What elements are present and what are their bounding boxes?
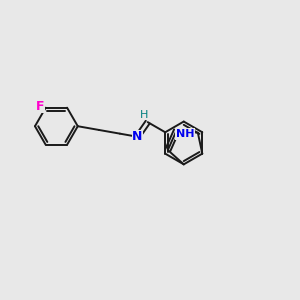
- Text: N: N: [132, 130, 143, 143]
- Text: H: H: [140, 110, 148, 120]
- Text: F: F: [36, 100, 45, 113]
- Text: NH: NH: [176, 129, 194, 139]
